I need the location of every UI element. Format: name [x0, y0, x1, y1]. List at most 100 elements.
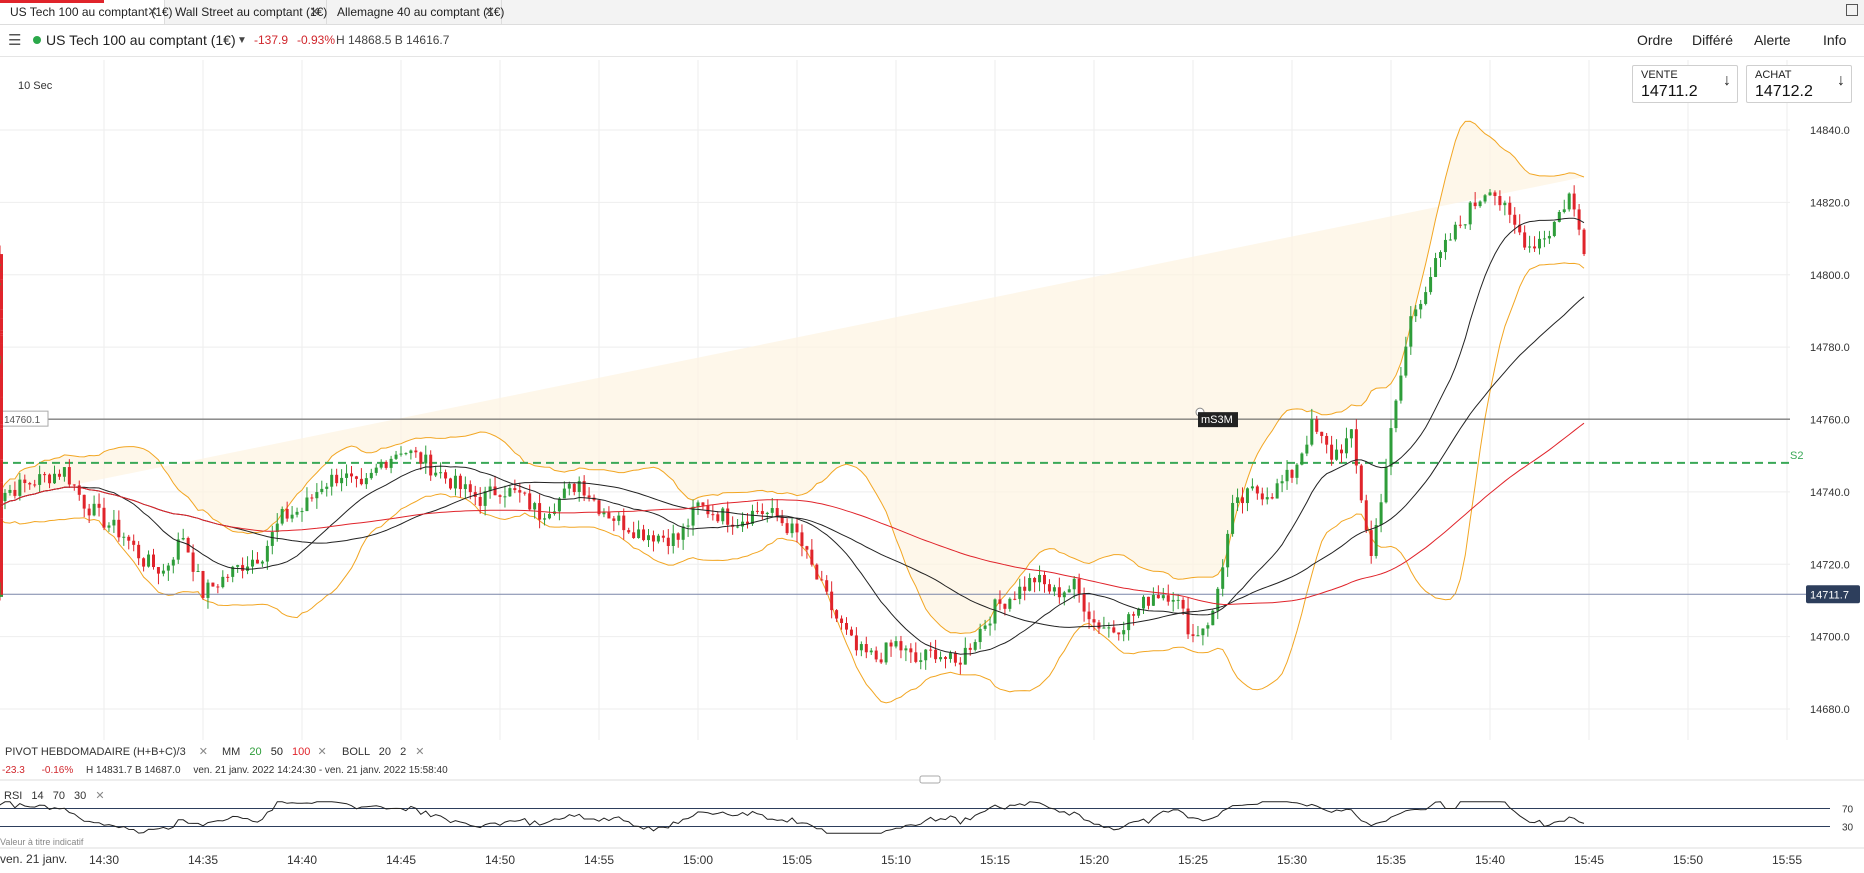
candle-body: [335, 474, 339, 484]
boll-deviation: 2: [400, 746, 407, 758]
candle-body: [696, 502, 700, 507]
candle-body: [1047, 584, 1051, 592]
remove-indicator-icon[interactable]: ✕: [198, 746, 209, 758]
candle-body: [285, 508, 289, 519]
time-tick-label: 15:20: [1079, 853, 1109, 867]
candle-body: [701, 502, 705, 506]
candle-body: [830, 591, 834, 611]
ma-period-100: 100: [292, 746, 311, 758]
candle-body: [478, 496, 482, 506]
candle-body: [161, 570, 165, 574]
price-tick-label: 14800.0: [1810, 270, 1850, 282]
candle-body: [627, 530, 631, 533]
candle-body: [429, 454, 433, 476]
candle-body: [1270, 497, 1274, 499]
candle-body: [750, 510, 754, 524]
candle-body: [1300, 453, 1304, 465]
candle-body: [0, 333, 3, 336]
candle-body: [998, 599, 1002, 604]
candle-body: [483, 491, 487, 506]
candle-body: [280, 508, 284, 524]
candle-body: [493, 486, 497, 496]
candle-body: [1394, 400, 1398, 429]
candle-body: [533, 503, 537, 510]
candle-body: [1473, 202, 1477, 207]
candle-body: [1478, 201, 1482, 207]
restore-window-icon[interactable]: [1846, 4, 1858, 16]
remove-indicator-icon[interactable]: ✕: [415, 746, 425, 758]
candle-body: [394, 454, 398, 459]
candle-body: [1097, 622, 1101, 629]
instrument-name[interactable]: US Tech 100 au comptant (1€): [46, 32, 236, 48]
ohlc-change-pct: -0.16%: [41, 765, 74, 776]
close-icon[interactable]: ✕: [147, 4, 158, 19]
candle-body: [92, 503, 96, 516]
candle-body: [1260, 493, 1264, 500]
candle-body: [221, 576, 225, 588]
order-button[interactable]: Ordre: [1637, 32, 1673, 48]
time-tick-label: 14:45: [386, 853, 416, 867]
ma-indicator-label[interactable]: MM 20 50 100 ✕: [222, 745, 327, 758]
candle-body: [760, 511, 764, 515]
candle-body: [201, 571, 205, 598]
candle-body: [840, 618, 844, 624]
buy-quote-box[interactable]: ACHAT 14712.2 ↓: [1746, 65, 1852, 103]
chart-grid: [0, 60, 1790, 740]
info-button[interactable]: Info: [1823, 32, 1847, 48]
candle-body: [1102, 627, 1106, 629]
buy-label: ACHAT: [1755, 69, 1792, 81]
candle-body: [0, 506, 3, 519]
candle-body: [62, 467, 66, 477]
candle-body: [0, 594, 3, 597]
deferred-button[interactable]: Différé: [1692, 32, 1733, 48]
candle-body: [1241, 497, 1244, 504]
candle-body: [0, 548, 3, 562]
close-icon[interactable]: ✕: [484, 4, 495, 19]
candle-body: [211, 582, 215, 587]
candle-body: [424, 454, 428, 464]
rsi-panel: 70 30: [0, 801, 1854, 834]
close-icon[interactable]: ✕: [309, 4, 320, 19]
candle-body: [711, 514, 715, 516]
candle-body: [1132, 614, 1136, 616]
pivot-indicator-label[interactable]: PIVOT HEBDOMADAIRE (H+B+C)/3 ✕: [5, 745, 208, 758]
candle-body: [944, 657, 947, 659]
remove-indicator-icon[interactable]: ✕: [95, 790, 105, 802]
candle-body: [226, 576, 230, 578]
chevron-down-icon[interactable]: ▼: [237, 35, 247, 46]
candle-body: [1523, 232, 1527, 248]
alert-button[interactable]: Alerte: [1754, 32, 1791, 48]
candle-body: [1498, 196, 1502, 206]
candle-body: [1196, 635, 1200, 637]
price-tick-label: 14700.0: [1810, 632, 1850, 644]
boll-label: BOLL: [342, 746, 370, 758]
candle-body: [825, 580, 829, 592]
candle-body: [345, 473, 349, 478]
tab-us-tech-100[interactable]: US Tech 100 au comptant (1€) ✕: [0, 0, 173, 24]
candle-body: [414, 450, 418, 453]
rsi-indicator-label[interactable]: RSI 14 70 30 ✕: [4, 789, 105, 802]
remove-indicator-icon[interactable]: ✕: [317, 746, 327, 758]
candle-body: [409, 450, 413, 454]
candle-body: [1354, 429, 1358, 466]
candle-body: [1216, 588, 1220, 611]
rsi-period: 14: [31, 790, 44, 802]
timeframe-label[interactable]: 10 Sec: [18, 80, 53, 92]
tab-wall-street[interactable]: Wall Street au comptant (1€) ✕: [165, 0, 327, 24]
tab-allemagne-40[interactable]: Allemagne 40 au comptant (1€) ✕: [327, 0, 504, 24]
candle-body: [0, 364, 3, 369]
sell-quote-box[interactable]: VENTE 14711.2 ↓: [1632, 65, 1738, 103]
candle-body: [1483, 195, 1487, 202]
candle-body: [1201, 628, 1205, 636]
candle-body: [1448, 239, 1452, 241]
candle-body: [1379, 502, 1383, 526]
candle-body: [1557, 211, 1561, 222]
boll-indicator-label[interactable]: BOLL 20 2 ✕: [342, 745, 425, 758]
price-change: -137.9: [254, 33, 289, 47]
candle-body: [572, 483, 576, 492]
candle-body: [780, 516, 784, 524]
menu-icon[interactable]: ☰: [8, 32, 22, 49]
horizontal-lines: 14760.1 mS3M S2: [0, 407, 1806, 595]
candle-body: [1389, 428, 1393, 467]
